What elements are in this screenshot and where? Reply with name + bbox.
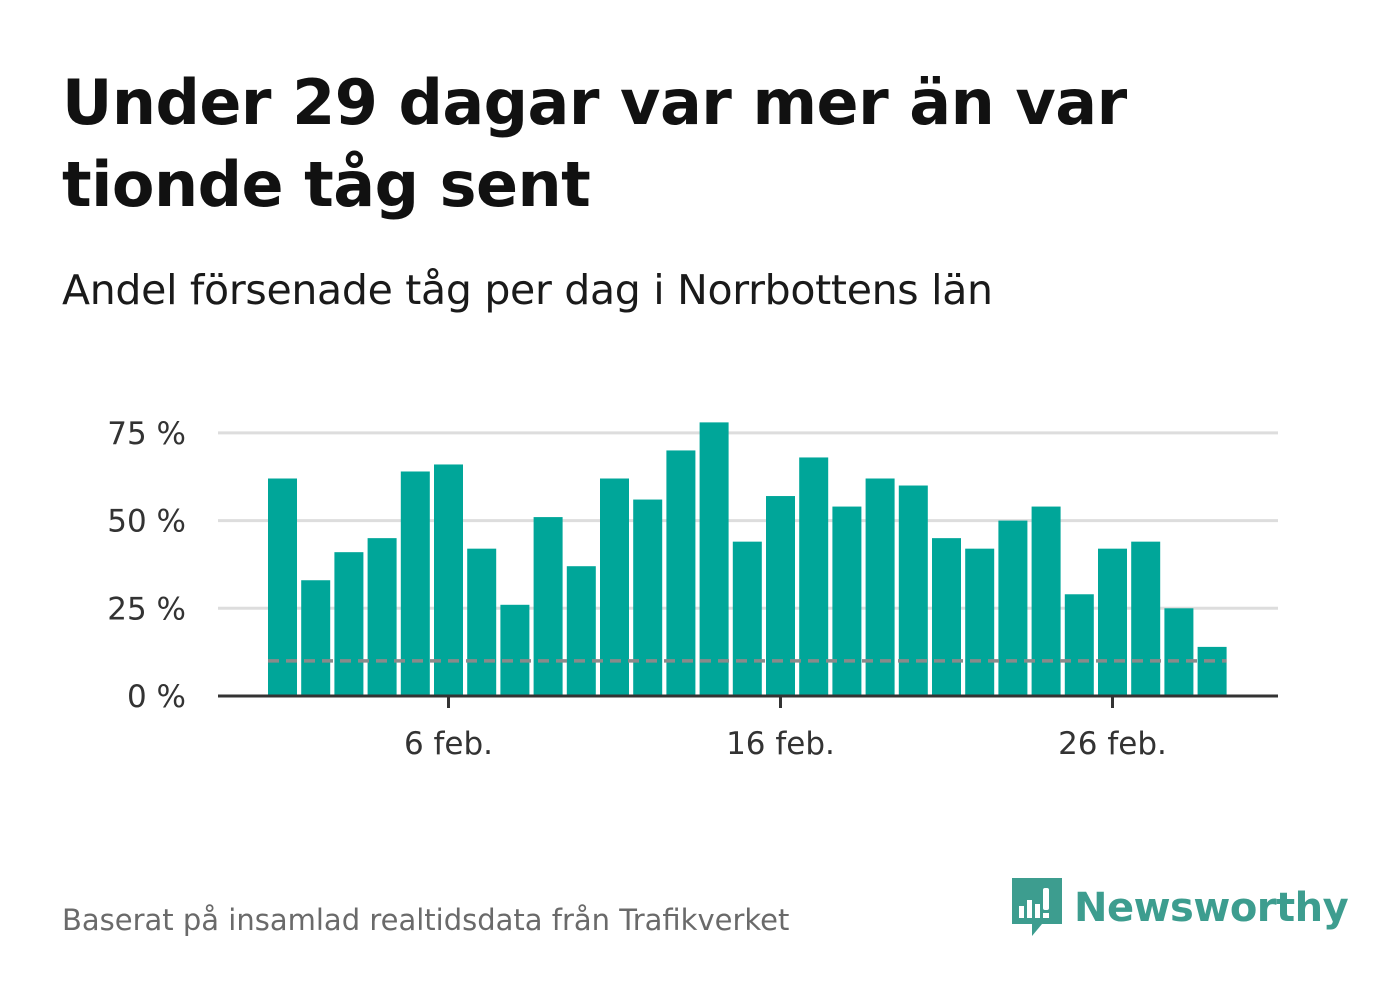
bar	[633, 499, 663, 696]
source-note: Baserat på insamlad realtidsdata från Tr…	[62, 903, 790, 937]
chart-title: Under 29 dagar var mer än var tionde tåg…	[62, 66, 1127, 221]
bar	[732, 541, 762, 696]
bar	[467, 548, 497, 696]
bars	[268, 422, 1227, 696]
bar	[600, 478, 629, 696]
bar	[865, 478, 895, 696]
x-tick-label: 6 feb.	[404, 726, 493, 762]
bar	[766, 496, 795, 696]
bar	[998, 520, 1028, 696]
bar	[898, 485, 928, 696]
bar	[566, 566, 596, 696]
bar	[1131, 541, 1161, 696]
chart-subtitle: Andel försenade tåg per dag i Norrbotten…	[62, 266, 993, 314]
bar-chart: 0 % 25 % 50 % 75 % 6 feb. 16 feb. 26 feb.	[107, 416, 1278, 762]
y-tick-label: 0 %	[127, 679, 186, 715]
bar	[367, 538, 397, 696]
brand-name: Newsworthy	[1074, 885, 1349, 931]
bar	[666, 450, 696, 696]
axes	[218, 694, 1278, 708]
bar	[1197, 646, 1227, 696]
y-tick-label: 75 %	[107, 416, 186, 452]
bar	[932, 538, 961, 696]
bar	[268, 478, 297, 696]
bar	[1164, 608, 1194, 696]
x-tick-label: 26 feb.	[1058, 726, 1167, 762]
bar	[533, 517, 563, 696]
newsworthy-icon	[1012, 878, 1062, 936]
brand-logo: Newsworthy	[1012, 878, 1349, 938]
bar	[1031, 506, 1061, 696]
tick-labels: 0 % 25 % 50 % 75 % 6 feb. 16 feb. 26 feb.	[107, 416, 1167, 762]
bar	[334, 552, 364, 696]
bar	[1064, 594, 1094, 696]
bar	[500, 604, 530, 696]
bar	[301, 580, 331, 696]
bar	[434, 464, 463, 696]
x-tick-label: 16 feb.	[726, 726, 835, 762]
y-tick-label: 25 %	[107, 591, 186, 627]
y-tick-label: 50 %	[107, 504, 186, 540]
bar	[400, 471, 430, 696]
bar	[799, 457, 829, 696]
bar	[965, 548, 995, 696]
bar	[832, 506, 862, 696]
bar	[1098, 548, 1127, 696]
bar	[699, 422, 729, 696]
